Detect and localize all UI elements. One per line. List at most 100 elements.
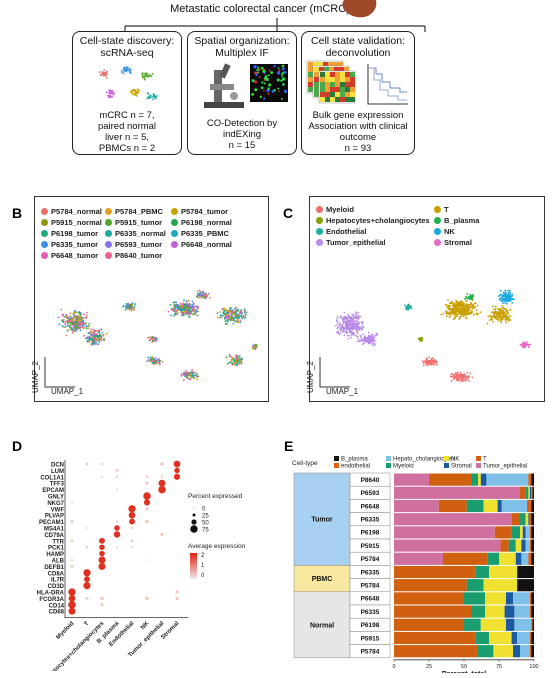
umap-point xyxy=(350,316,353,319)
umap-point xyxy=(64,321,67,324)
umap-point xyxy=(340,327,343,330)
umap-point xyxy=(513,298,515,301)
umap-point xyxy=(351,313,354,316)
umap-point xyxy=(194,311,197,314)
heatmap-cell xyxy=(338,62,343,67)
umap-point xyxy=(360,321,363,324)
stack-legend-label: Tumor_epithelial xyxy=(483,464,527,470)
umap-point xyxy=(463,378,466,381)
umap-point xyxy=(91,335,94,338)
scrna-umap-thumbnail xyxy=(98,66,158,101)
stack-segment xyxy=(531,539,534,552)
thumb-point xyxy=(108,89,111,92)
umap-point xyxy=(355,327,358,330)
umap-point xyxy=(460,305,462,308)
umap-point xyxy=(183,299,185,302)
caption-line: Association with clinical xyxy=(308,121,408,132)
fluo-cell xyxy=(280,79,283,82)
umap-point xyxy=(354,321,357,323)
umap-point xyxy=(455,371,457,374)
umap-point xyxy=(198,294,201,297)
heatmap-cell xyxy=(314,67,319,72)
umap-b-legend-swatch xyxy=(41,219,48,226)
umap-point xyxy=(494,310,497,313)
umap-c-legend-item: Stromal xyxy=(434,238,472,247)
heatmap-cell xyxy=(345,72,350,77)
heatmap-cell xyxy=(320,92,325,97)
umap-point xyxy=(175,306,178,308)
umap-c-legend-label: T xyxy=(444,205,449,214)
umap-point xyxy=(189,378,191,380)
umap-point xyxy=(177,307,180,310)
umap-point xyxy=(197,375,200,378)
panel-c-umap: Myeloid T Hepatocytes+cholangiocytes B_plas… xyxy=(306,196,545,402)
umap-point xyxy=(425,358,428,361)
umap-point xyxy=(161,361,164,363)
umap-point xyxy=(466,313,469,316)
umap-point xyxy=(151,360,154,363)
stack-segment xyxy=(443,552,488,565)
umap-point xyxy=(471,296,473,299)
umap-point xyxy=(155,339,157,342)
umap-point xyxy=(65,316,67,319)
heatmap-cell xyxy=(345,97,350,102)
fluo-cell xyxy=(280,97,283,100)
umap-point xyxy=(343,318,346,320)
umap-point xyxy=(172,308,175,311)
heatmap-cell xyxy=(350,97,355,102)
umap-point xyxy=(343,334,346,337)
umap-point xyxy=(338,333,340,336)
umap-point xyxy=(175,309,178,312)
umap-point xyxy=(460,379,462,382)
umap-point xyxy=(184,372,187,375)
fluo-cell xyxy=(253,65,257,69)
umap-point xyxy=(151,361,154,364)
umap-point xyxy=(345,327,348,330)
box-if-caption: CO-Detection by indEXing n = 15 xyxy=(188,118,296,151)
umap-point xyxy=(125,306,127,309)
dotplot-dot xyxy=(145,507,149,511)
umap-point xyxy=(422,361,425,364)
umap-point xyxy=(93,343,96,345)
umap-point xyxy=(201,291,204,294)
umap-point xyxy=(175,311,178,313)
dotplot-dot xyxy=(158,479,166,487)
color-legend-label: 1 xyxy=(201,563,205,569)
umap-point xyxy=(184,303,186,306)
umap-point xyxy=(336,320,339,323)
dotplot-dot xyxy=(173,460,181,468)
umap-point xyxy=(201,293,204,296)
heatmap-cell xyxy=(330,92,335,97)
stack-segment xyxy=(464,592,485,605)
umap-point xyxy=(505,295,507,298)
stack-segment xyxy=(515,539,522,552)
fluo-cell xyxy=(263,82,266,85)
stack-x-tick-label: 25 xyxy=(426,664,432,670)
umap-point xyxy=(192,371,195,374)
umap-point xyxy=(68,317,71,320)
umap-point xyxy=(373,343,376,346)
umap-point xyxy=(88,322,91,325)
dotplot-dot xyxy=(68,588,76,596)
umap-point xyxy=(200,296,203,299)
umap-point xyxy=(371,333,374,336)
box-scrna-seq: Cell-state discovery: scRNA-seq mCRC n =… xyxy=(72,31,182,155)
umap-point xyxy=(80,326,83,329)
thumb-point xyxy=(107,94,109,97)
umap-point xyxy=(496,311,498,314)
umap-point xyxy=(70,317,73,319)
box-deconvolution: Cell state validation: deconvolution Bul… xyxy=(301,31,415,155)
umap-point xyxy=(337,331,340,334)
umap-point xyxy=(461,380,464,383)
dotplot-dot xyxy=(128,511,136,519)
umap-point xyxy=(371,342,374,344)
umap-point xyxy=(90,331,93,334)
umap-point xyxy=(498,294,501,297)
umap-point xyxy=(170,314,172,317)
caption-line: CO-Detection by xyxy=(206,118,278,129)
fluo-cell xyxy=(273,64,276,68)
umap-point xyxy=(190,374,193,377)
umap-point xyxy=(424,363,427,365)
umap-b-legend-item: P6198_normal xyxy=(171,218,232,227)
dotplot-dot xyxy=(71,501,73,504)
